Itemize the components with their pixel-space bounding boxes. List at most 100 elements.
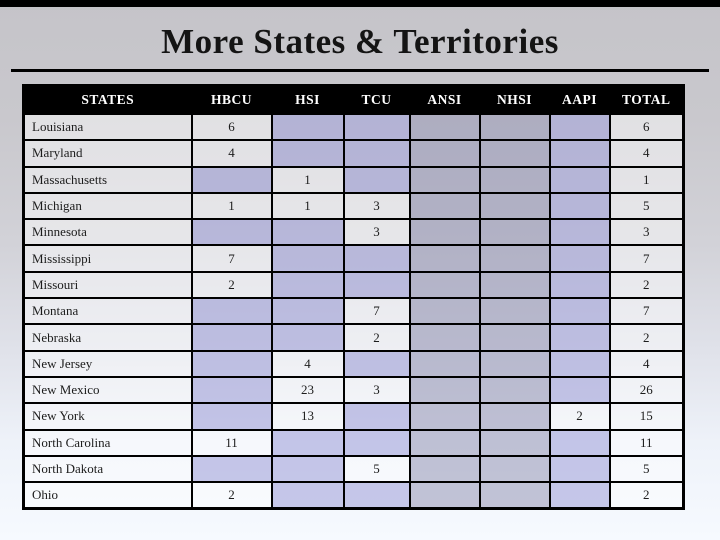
- empty-cell: [548, 218, 611, 247]
- empty-cell: [408, 297, 481, 326]
- empty-cell: [270, 428, 345, 457]
- empty-cell: [478, 375, 551, 405]
- empty-cell: [478, 270, 551, 300]
- empty-cell: [408, 112, 481, 142]
- empty-cell: [548, 349, 611, 378]
- empty-cell: [408, 402, 481, 431]
- empty-cell: [342, 481, 411, 510]
- empty-cell: [190, 349, 273, 378]
- empty-cell: [408, 349, 481, 378]
- empty-cell: [190, 218, 273, 247]
- state-name-cell: North Carolina: [22, 428, 193, 457]
- empty-cell: [270, 218, 345, 247]
- empty-cell: [548, 481, 611, 510]
- empty-cell: [342, 402, 411, 431]
- column-header-hsi: HSI: [270, 84, 345, 115]
- value-cell: 6: [608, 112, 685, 142]
- empty-cell: [548, 270, 611, 300]
- empty-cell: [408, 323, 481, 352]
- value-cell: 2: [190, 270, 273, 300]
- value-cell: 15: [608, 402, 685, 431]
- state-name-cell: Massachusetts: [22, 165, 193, 194]
- empty-cell: [190, 402, 273, 431]
- table-row: Michigan 1 1 3 5: [22, 191, 685, 221]
- empty-cell: [548, 244, 611, 273]
- table-row: North Dakota 5 5: [22, 454, 685, 484]
- column-header-aapi: AAPI: [548, 84, 611, 115]
- empty-cell: [478, 454, 551, 484]
- empty-cell: [342, 165, 411, 194]
- value-cell: 4: [190, 139, 273, 168]
- empty-cell: [270, 139, 345, 168]
- state-name-cell: Michigan: [22, 191, 193, 221]
- state-name-cell: Missouri: [22, 270, 193, 300]
- state-name-cell: Minnesota: [22, 218, 193, 247]
- value-cell: 2: [608, 323, 685, 352]
- empty-cell: [342, 349, 411, 378]
- empty-cell: [478, 218, 551, 247]
- empty-cell: [478, 349, 551, 378]
- table-row: New Mexico 23 3 26: [22, 375, 685, 405]
- value-cell: 7: [608, 244, 685, 273]
- empty-cell: [270, 297, 345, 326]
- empty-cell: [270, 323, 345, 352]
- value-cell: 1: [270, 165, 345, 194]
- empty-cell: [548, 428, 611, 457]
- table-row: Ohio 2 2: [22, 481, 685, 510]
- empty-cell: [408, 454, 481, 484]
- value-cell: 1: [270, 191, 345, 221]
- empty-cell: [478, 481, 551, 510]
- value-cell: 3: [342, 218, 411, 247]
- empty-cell: [342, 139, 411, 168]
- empty-cell: [408, 139, 481, 168]
- state-name-cell: New Jersey: [22, 349, 193, 378]
- value-cell: 6: [190, 112, 273, 142]
- state-name-cell: North Dakota: [22, 454, 193, 484]
- table-row: New Jersey 4 4: [22, 349, 685, 378]
- states-territories-table: STATES HBCU HSI TCU ANSI NHSI AAPI TOTAL Louisi…: [22, 84, 685, 511]
- empty-cell: [342, 244, 411, 273]
- table-row: Nebraska 2 2: [22, 323, 685, 352]
- empty-cell: [478, 165, 551, 194]
- table-body: Louisiana 6 6 Maryland 4 4 Massachusetts 1 1 Mich…: [22, 112, 685, 510]
- state-name-cell: Ohio: [22, 481, 193, 510]
- top-bar: [0, 0, 720, 7]
- title-underline: [11, 69, 709, 72]
- column-header-hbcu: HBCU: [190, 84, 273, 115]
- empty-cell: [190, 375, 273, 405]
- empty-cell: [478, 244, 551, 273]
- column-header-states: STATES: [22, 84, 193, 115]
- value-cell: 4: [608, 349, 685, 378]
- value-cell: 7: [342, 297, 411, 326]
- empty-cell: [270, 244, 345, 273]
- empty-cell: [478, 428, 551, 457]
- table-row: North Carolina 11 11: [22, 428, 685, 457]
- table-header-row: STATES HBCU HSI TCU ANSI NHSI AAPI TOTAL: [22, 84, 685, 115]
- table-row: New York 13 2 15: [22, 402, 685, 431]
- empty-cell: [548, 454, 611, 484]
- value-cell: 2: [608, 270, 685, 300]
- empty-cell: [408, 191, 481, 221]
- value-cell: 1: [190, 191, 273, 221]
- empty-cell: [478, 297, 551, 326]
- value-cell: 7: [190, 244, 273, 273]
- value-cell: 4: [270, 349, 345, 378]
- value-cell: 23: [270, 375, 345, 405]
- column-header-tcu: TCU: [342, 84, 411, 115]
- empty-cell: [478, 191, 551, 221]
- table-row: Maryland 4 4: [22, 139, 685, 168]
- value-cell: 1: [608, 165, 685, 194]
- empty-cell: [342, 428, 411, 457]
- state-name-cell: New Mexico: [22, 375, 193, 405]
- value-cell: 5: [608, 454, 685, 484]
- empty-cell: [548, 191, 611, 221]
- value-cell: 5: [608, 191, 685, 221]
- empty-cell: [270, 270, 345, 300]
- empty-cell: [548, 297, 611, 326]
- empty-cell: [478, 402, 551, 431]
- empty-cell: [408, 481, 481, 510]
- state-name-cell: Maryland: [22, 139, 193, 168]
- value-cell: 13: [270, 402, 345, 431]
- value-cell: 2: [342, 323, 411, 352]
